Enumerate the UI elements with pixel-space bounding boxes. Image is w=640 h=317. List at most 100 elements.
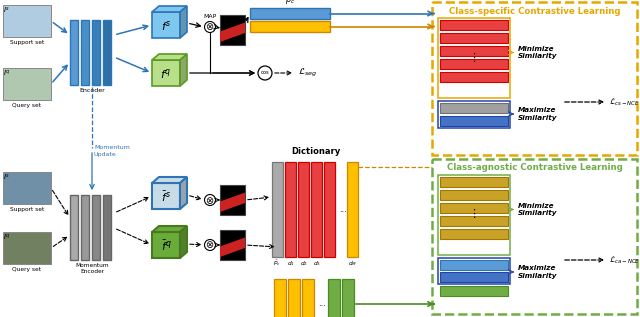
Bar — [81, 20, 89, 85]
Bar — [311, 162, 322, 257]
Bar — [438, 175, 510, 255]
Polygon shape — [180, 54, 187, 86]
Text: $d_M$: $d_M$ — [348, 259, 357, 268]
Polygon shape — [152, 54, 187, 60]
Bar — [3, 68, 51, 100]
Text: Support set: Support set — [10, 207, 44, 212]
Polygon shape — [152, 177, 187, 183]
Bar — [70, 195, 78, 260]
Text: $I^q$: $I^q$ — [3, 68, 10, 78]
Text: $I^q$: $I^q$ — [3, 232, 10, 242]
Bar — [432, 2, 637, 155]
Bar — [92, 20, 100, 85]
Bar — [440, 20, 508, 30]
Bar — [103, 195, 111, 260]
Text: $\otimes$: $\otimes$ — [205, 240, 214, 250]
Bar — [220, 185, 245, 215]
Polygon shape — [220, 23, 245, 42]
Bar — [220, 15, 245, 45]
Bar — [92, 195, 100, 260]
Text: $f^s$: $f^s$ — [161, 19, 172, 33]
Bar — [3, 232, 51, 264]
Text: cos: cos — [260, 70, 269, 75]
Text: ...: ... — [339, 205, 347, 214]
Text: $\otimes$: $\otimes$ — [205, 22, 214, 33]
Bar — [440, 260, 508, 270]
Bar — [3, 172, 51, 204]
Polygon shape — [180, 177, 187, 209]
Bar — [440, 46, 508, 56]
Text: Minimize
Similarity: Minimize Similarity — [518, 203, 557, 216]
Text: $\mathcal{L}_{ca-NCE}$: $\mathcal{L}_{ca-NCE}$ — [609, 254, 640, 266]
Bar — [440, 203, 508, 213]
Bar — [324, 162, 335, 257]
Bar — [440, 33, 508, 43]
Bar — [302, 279, 314, 317]
Bar — [440, 116, 508, 126]
Bar — [250, 8, 330, 19]
Bar — [152, 183, 180, 209]
Bar — [438, 101, 510, 128]
Bar — [342, 279, 354, 317]
Text: ⋮: ⋮ — [468, 53, 479, 62]
Text: $f^q$: $f^q$ — [161, 67, 172, 81]
Bar — [440, 229, 508, 239]
Text: $d_1$: $d_1$ — [287, 259, 294, 268]
Bar — [288, 279, 300, 317]
Bar — [440, 72, 508, 82]
Text: Minimize
Similarity: Minimize Similarity — [518, 46, 557, 59]
Text: $p_c$: $p_c$ — [285, 0, 295, 6]
Text: $\bar{f}^q$: $\bar{f}^q$ — [161, 239, 172, 253]
Bar — [328, 279, 340, 317]
Text: Maximize
Similarity: Maximize Similarity — [518, 265, 557, 279]
Bar — [440, 177, 508, 187]
Bar — [440, 59, 508, 69]
Text: $I^s$: $I^s$ — [3, 5, 10, 15]
Circle shape — [258, 66, 272, 80]
Text: Class-agnostic Contrastive Learning: Class-agnostic Contrastive Learning — [447, 164, 622, 172]
Bar — [152, 232, 180, 258]
Bar — [285, 162, 296, 257]
Text: Query set: Query set — [13, 103, 42, 108]
Bar — [3, 5, 51, 37]
Bar — [272, 162, 283, 257]
Bar — [432, 159, 637, 314]
Text: $\mathcal{L}_{cs-NCE}$: $\mathcal{L}_{cs-NCE}$ — [609, 96, 640, 108]
Bar — [347, 162, 358, 257]
Text: $I^s$: $I^s$ — [3, 172, 10, 182]
Bar — [440, 272, 508, 282]
Text: Support set: Support set — [10, 40, 44, 45]
Polygon shape — [220, 192, 245, 212]
Polygon shape — [152, 6, 187, 12]
Bar — [152, 12, 180, 38]
Text: $\otimes$: $\otimes$ — [205, 195, 214, 205]
Bar — [440, 190, 508, 200]
Polygon shape — [180, 226, 187, 258]
Bar — [220, 230, 245, 260]
Text: $d_2$: $d_2$ — [300, 259, 307, 268]
Polygon shape — [220, 237, 245, 257]
Polygon shape — [180, 6, 187, 38]
Bar — [103, 20, 111, 85]
Bar — [440, 103, 508, 113]
Text: ...: ... — [318, 300, 326, 308]
Text: $d_3$: $d_3$ — [312, 259, 321, 268]
Text: $\bar{p}_c$: $\bar{p}_c$ — [273, 259, 282, 268]
Bar — [81, 195, 89, 260]
Text: MAP: MAP — [204, 15, 216, 20]
Bar — [440, 216, 508, 226]
Text: Encoder: Encoder — [79, 88, 105, 93]
Polygon shape — [152, 226, 187, 232]
Text: Momentum
Encoder: Momentum Encoder — [75, 263, 109, 274]
Text: $\bar{f}^s$: $\bar{f}^s$ — [161, 190, 171, 204]
Bar — [152, 60, 180, 86]
Text: Momentum
Update: Momentum Update — [94, 146, 130, 157]
Text: ⋮: ⋮ — [468, 210, 479, 219]
Bar — [250, 21, 330, 32]
Text: Dictionary: Dictionary — [291, 147, 340, 156]
Text: Query set: Query set — [13, 267, 42, 272]
Text: Maximize
Similarity: Maximize Similarity — [518, 107, 557, 120]
Bar — [438, 258, 510, 284]
Bar — [70, 20, 78, 85]
Bar — [274, 279, 286, 317]
